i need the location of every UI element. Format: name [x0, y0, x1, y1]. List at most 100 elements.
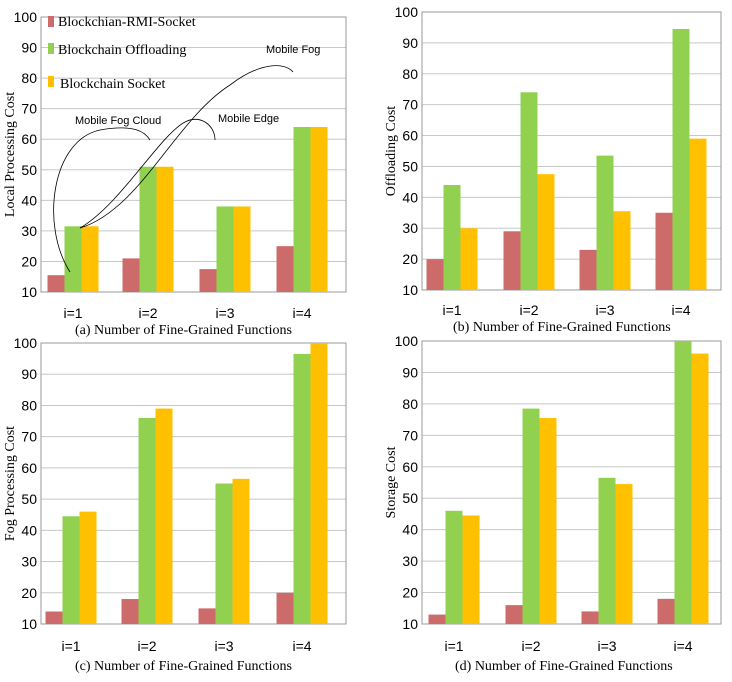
bar — [657, 598, 675, 624]
x-tick-label: i=2 — [137, 638, 156, 654]
annotation-mobile-fog: Mobile Fog — [266, 44, 320, 56]
y-tick-label: 40 — [21, 192, 37, 208]
y-tick-label: 40 — [21, 522, 37, 538]
plot-frame — [40, 342, 347, 625]
bar — [579, 249, 597, 290]
y-tick-label: 90 — [402, 364, 418, 380]
y-tick-label: 20 — [21, 585, 37, 601]
y-tick-label: 10 — [402, 616, 418, 632]
x-tick-label: i=4 — [292, 305, 311, 321]
bar — [460, 228, 478, 290]
y-axis-label: Offloading Cost — [384, 106, 399, 196]
bar — [215, 483, 233, 624]
x-tick-label: i=3 — [214, 638, 233, 654]
y-tick-label: 10 — [21, 616, 37, 632]
chart-panel-b: 10 20 30 40 50 60 70 80 90 100 i=1 i=2 i=3 i=4 Offload… — [384, 4, 722, 335]
y-tick-label: 50 — [402, 158, 418, 174]
y-tick-label: 80 — [21, 70, 37, 86]
bar — [539, 418, 557, 624]
bar — [691, 353, 709, 624]
y-tick-label: 50 — [21, 491, 37, 507]
bar — [672, 28, 690, 290]
panel-caption: (c) Number of Fine-Grained Functions — [75, 659, 292, 674]
y-tick-label: 70 — [21, 429, 37, 445]
y-tick-label: 40 — [402, 189, 418, 205]
y-tick-label: 30 — [21, 223, 37, 239]
bar — [156, 166, 174, 292]
x-tick-label: i=1 — [61, 638, 80, 654]
bar — [121, 599, 139, 624]
bar — [293, 353, 311, 624]
bar — [138, 417, 156, 624]
bar — [79, 511, 97, 624]
bar — [505, 605, 523, 624]
bar — [199, 269, 217, 292]
y-tick-label: 30 — [21, 554, 37, 570]
x-tick-label: i=1 — [442, 302, 461, 318]
bar — [596, 155, 614, 290]
legend: Blockchian-RMI-Socket Blockchain Offload… — [48, 15, 196, 92]
bar — [655, 212, 673, 290]
annotations: Mobile Fog Mobile Fog Cloud Mobile Edge — [53, 44, 320, 273]
bar — [443, 184, 461, 290]
y-tick-label: 10 — [402, 282, 418, 298]
panel-caption: (a) Number of Fine-Grained Functions — [75, 323, 292, 338]
bar — [139, 166, 157, 292]
y-tick-label: 80 — [402, 66, 418, 82]
callout-curve-mobile-fog-cloud — [53, 127, 151, 273]
y-tick-label: 100 — [14, 335, 38, 351]
y-tick-label: 80 — [21, 397, 37, 413]
y-tick-label: 20 — [402, 585, 418, 601]
y-tick-label: 100 — [14, 9, 38, 25]
callout-curve-mobile-fog — [79, 65, 294, 229]
x-tick-label: i=2 — [138, 305, 157, 321]
y-tick-label: 50 — [402, 490, 418, 506]
bar — [537, 174, 555, 290]
y-tick-label: 40 — [402, 522, 418, 538]
y-tick-label: 60 — [21, 460, 37, 476]
y-tick-label: 60 — [402, 459, 418, 475]
bar — [122, 258, 140, 292]
annotation-mobile-fog-cloud: Mobile Fog Cloud — [75, 115, 161, 127]
bar — [62, 516, 80, 624]
y-tick-label: 70 — [402, 97, 418, 113]
legend-label-socket: Blockchain Socket — [60, 77, 165, 92]
plot-frame — [40, 16, 347, 293]
y-tick-label: 70 — [402, 427, 418, 443]
bar — [198, 608, 216, 624]
bar — [689, 138, 707, 290]
y-tick-label: 90 — [21, 40, 37, 56]
legend-swatch-socket — [48, 76, 54, 87]
y-axis-label: Storage Cost — [384, 446, 399, 518]
y-tick-label: 100 — [395, 333, 419, 349]
chart-panel-a: 10 20 30 40 50 60 70 80 90 100 i=1 i=2 i=3 i=4 Local P… — [3, 9, 347, 338]
x-tick-label: i=2 — [521, 638, 540, 654]
bar — [674, 341, 692, 624]
x-tick-label: i=4 — [673, 638, 692, 654]
bar — [310, 343, 328, 624]
bar — [615, 484, 633, 624]
bar — [445, 510, 463, 624]
bar — [45, 611, 63, 624]
y-tick-label: 80 — [402, 396, 418, 412]
y-tick-label: 90 — [402, 35, 418, 51]
chart-panel-c: 10 20 30 40 50 60 70 80 90 100 i=1 i=2 i=3 i=4 Fog Pro… — [3, 335, 347, 674]
bar — [462, 515, 480, 624]
legend-swatch-rmi — [48, 16, 54, 27]
x-tick-label: i=2 — [519, 302, 538, 318]
legend-label-offloading: Blockchain Offloading — [58, 43, 186, 58]
y-tick-label: 70 — [21, 101, 37, 117]
x-tick-label: i=3 — [595, 302, 614, 318]
bar — [310, 127, 328, 292]
bar — [216, 206, 234, 292]
bar — [276, 592, 294, 624]
bar — [81, 226, 99, 292]
plot-frame — [421, 11, 722, 291]
callout-curve-mobile-edge — [79, 118, 216, 229]
bar — [293, 127, 311, 292]
legend-swatch-offloading — [48, 43, 54, 54]
y-axis-label: Local Processing Cost — [3, 92, 18, 217]
x-tick-label: i=4 — [671, 302, 690, 318]
y-tick-label: 30 — [402, 553, 418, 569]
